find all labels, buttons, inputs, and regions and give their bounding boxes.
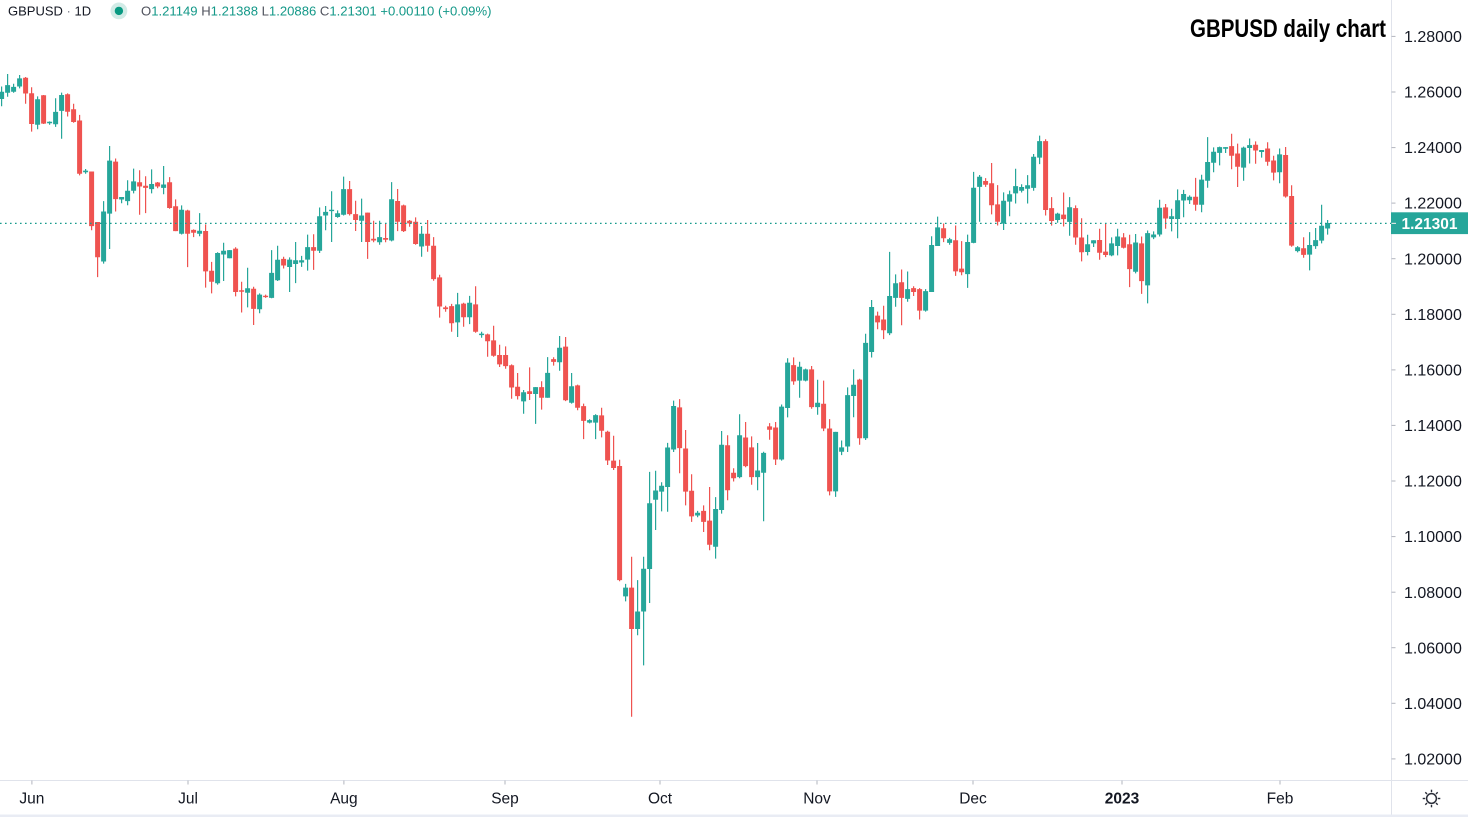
svg-text:1.21301: 1.21301 — [1401, 216, 1457, 233]
svg-text:Jul: Jul — [178, 791, 198, 808]
svg-text:Feb: Feb — [1267, 791, 1294, 808]
svg-text:1.14000: 1.14000 — [1404, 418, 1462, 435]
svg-text:1.20000: 1.20000 — [1404, 251, 1462, 268]
svg-text:1.26000: 1.26000 — [1404, 85, 1462, 102]
svg-text:2023: 2023 — [1105, 791, 1140, 808]
svg-text:1.02000: 1.02000 — [1404, 752, 1462, 769]
svg-text:1.10000: 1.10000 — [1404, 529, 1462, 546]
svg-text:Oct: Oct — [648, 791, 673, 808]
svg-text:Aug: Aug — [330, 791, 358, 808]
svg-text:Jun: Jun — [19, 791, 44, 808]
svg-text:Dec: Dec — [959, 791, 987, 808]
svg-text:O1.21149 H1.21388 L1.20886 C1.: O1.21149 H1.21388 L1.20886 C1.21301 +0.0… — [141, 3, 491, 18]
svg-text:1.12000: 1.12000 — [1404, 474, 1462, 491]
svg-text:1.04000: 1.04000 — [1404, 696, 1462, 713]
svg-text:1.22000: 1.22000 — [1404, 196, 1462, 213]
svg-text:1.24000: 1.24000 — [1404, 140, 1462, 157]
svg-text:1.06000: 1.06000 — [1404, 640, 1462, 657]
svg-text:Nov: Nov — [803, 791, 831, 808]
svg-text:Sep: Sep — [491, 791, 519, 808]
svg-text:1.08000: 1.08000 — [1404, 585, 1462, 602]
svg-text:GBPUSD · 1D: GBPUSD · 1D — [8, 3, 91, 18]
svg-text:1.28000: 1.28000 — [1404, 29, 1462, 46]
svg-text:1.18000: 1.18000 — [1404, 307, 1462, 324]
svg-text:GBPUSD daily chart: GBPUSD daily chart — [1190, 15, 1387, 43]
svg-text:1.16000: 1.16000 — [1404, 363, 1462, 380]
